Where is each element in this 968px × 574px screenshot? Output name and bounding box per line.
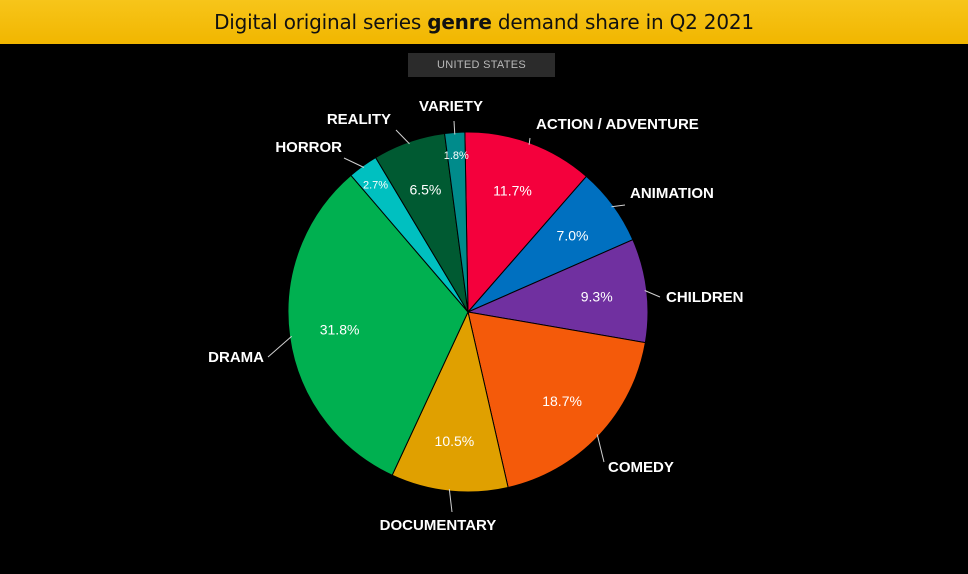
slice-drama	[287, 174, 469, 476]
category-label-action-adventure: ACTION / ADVENTURE	[536, 116, 699, 133]
pct-label-variety: 1.8%	[444, 150, 469, 162]
leader-documentary	[448, 488, 453, 513]
pct-label-horror: 2.7%	[363, 179, 388, 191]
slice-children	[466, 239, 649, 344]
leader-comedy	[596, 434, 605, 463]
title-part-bold: genre	[427, 10, 492, 34]
leader-reality	[395, 129, 410, 145]
leader-drama	[267, 335, 293, 358]
category-label-variety: VARIETY	[419, 98, 483, 115]
category-label-comedy: COMEDY	[608, 459, 674, 476]
title-part-2: demand share in Q2 2021	[491, 10, 754, 34]
category-label-reality: REALITY	[327, 111, 391, 128]
pct-label-comedy: 18.7%	[542, 393, 582, 409]
category-label-drama: DRAMA	[208, 349, 264, 366]
pie-slices	[287, 131, 649, 493]
percent-labels: 11.7% 7.0% 9.3% 18.7% 10.5% 31.8% 2.7% 6.5% 1.8%	[320, 150, 613, 449]
leader-variety	[453, 120, 456, 135]
category-label-animation: ANIMATION	[630, 185, 714, 202]
category-labels: ACTION / ADVENTURE ANIMATION CHILDREN COMED…	[208, 98, 743, 534]
leader-action-adventure	[528, 137, 531, 145]
pct-label-documentary: 10.5%	[435, 433, 475, 449]
region-badge: UNITED STATES	[408, 53, 555, 77]
slice-comedy	[467, 311, 646, 489]
pct-label-animation: 7.0%	[557, 227, 589, 243]
chart-title: Digital original series genre demand sha…	[214, 10, 754, 34]
leader-lines	[267, 120, 661, 513]
pct-label-drama: 31.8%	[320, 322, 360, 338]
title-bar: Digital original series genre demand sha…	[0, 0, 968, 44]
leader-animation	[611, 204, 626, 208]
pct-label-children: 9.3%	[581, 288, 613, 304]
category-label-documentary: DOCUMENTARY	[380, 517, 497, 534]
title-part-1: Digital original series	[214, 10, 428, 34]
category-label-horror: HORROR	[275, 139, 342, 156]
category-label-children: CHILDREN	[666, 289, 744, 306]
pct-label-action-adventure: 11.7%	[493, 182, 532, 198]
leader-children	[644, 290, 661, 298]
leader-horror	[343, 157, 365, 168]
pct-label-reality: 6.5%	[409, 182, 441, 198]
